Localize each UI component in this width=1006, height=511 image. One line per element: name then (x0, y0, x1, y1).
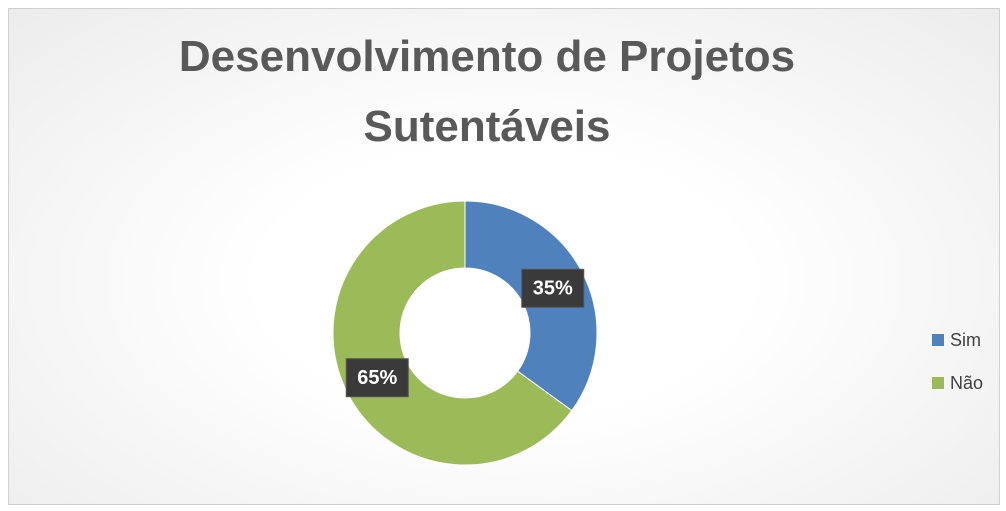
legend-label: Sim (950, 330, 981, 350)
data-label-box (521, 268, 585, 308)
chart-title: Desenvolvimento de Projetos Sutentáveis (178, 32, 796, 151)
legend-swatch (932, 334, 944, 346)
donut-slice (332, 200, 573, 466)
data-label: 35% (533, 278, 573, 300)
data-label: 65% (357, 367, 397, 389)
data-label-box (345, 358, 409, 398)
legend-swatch (932, 377, 944, 389)
legend-label: Não (950, 373, 983, 393)
